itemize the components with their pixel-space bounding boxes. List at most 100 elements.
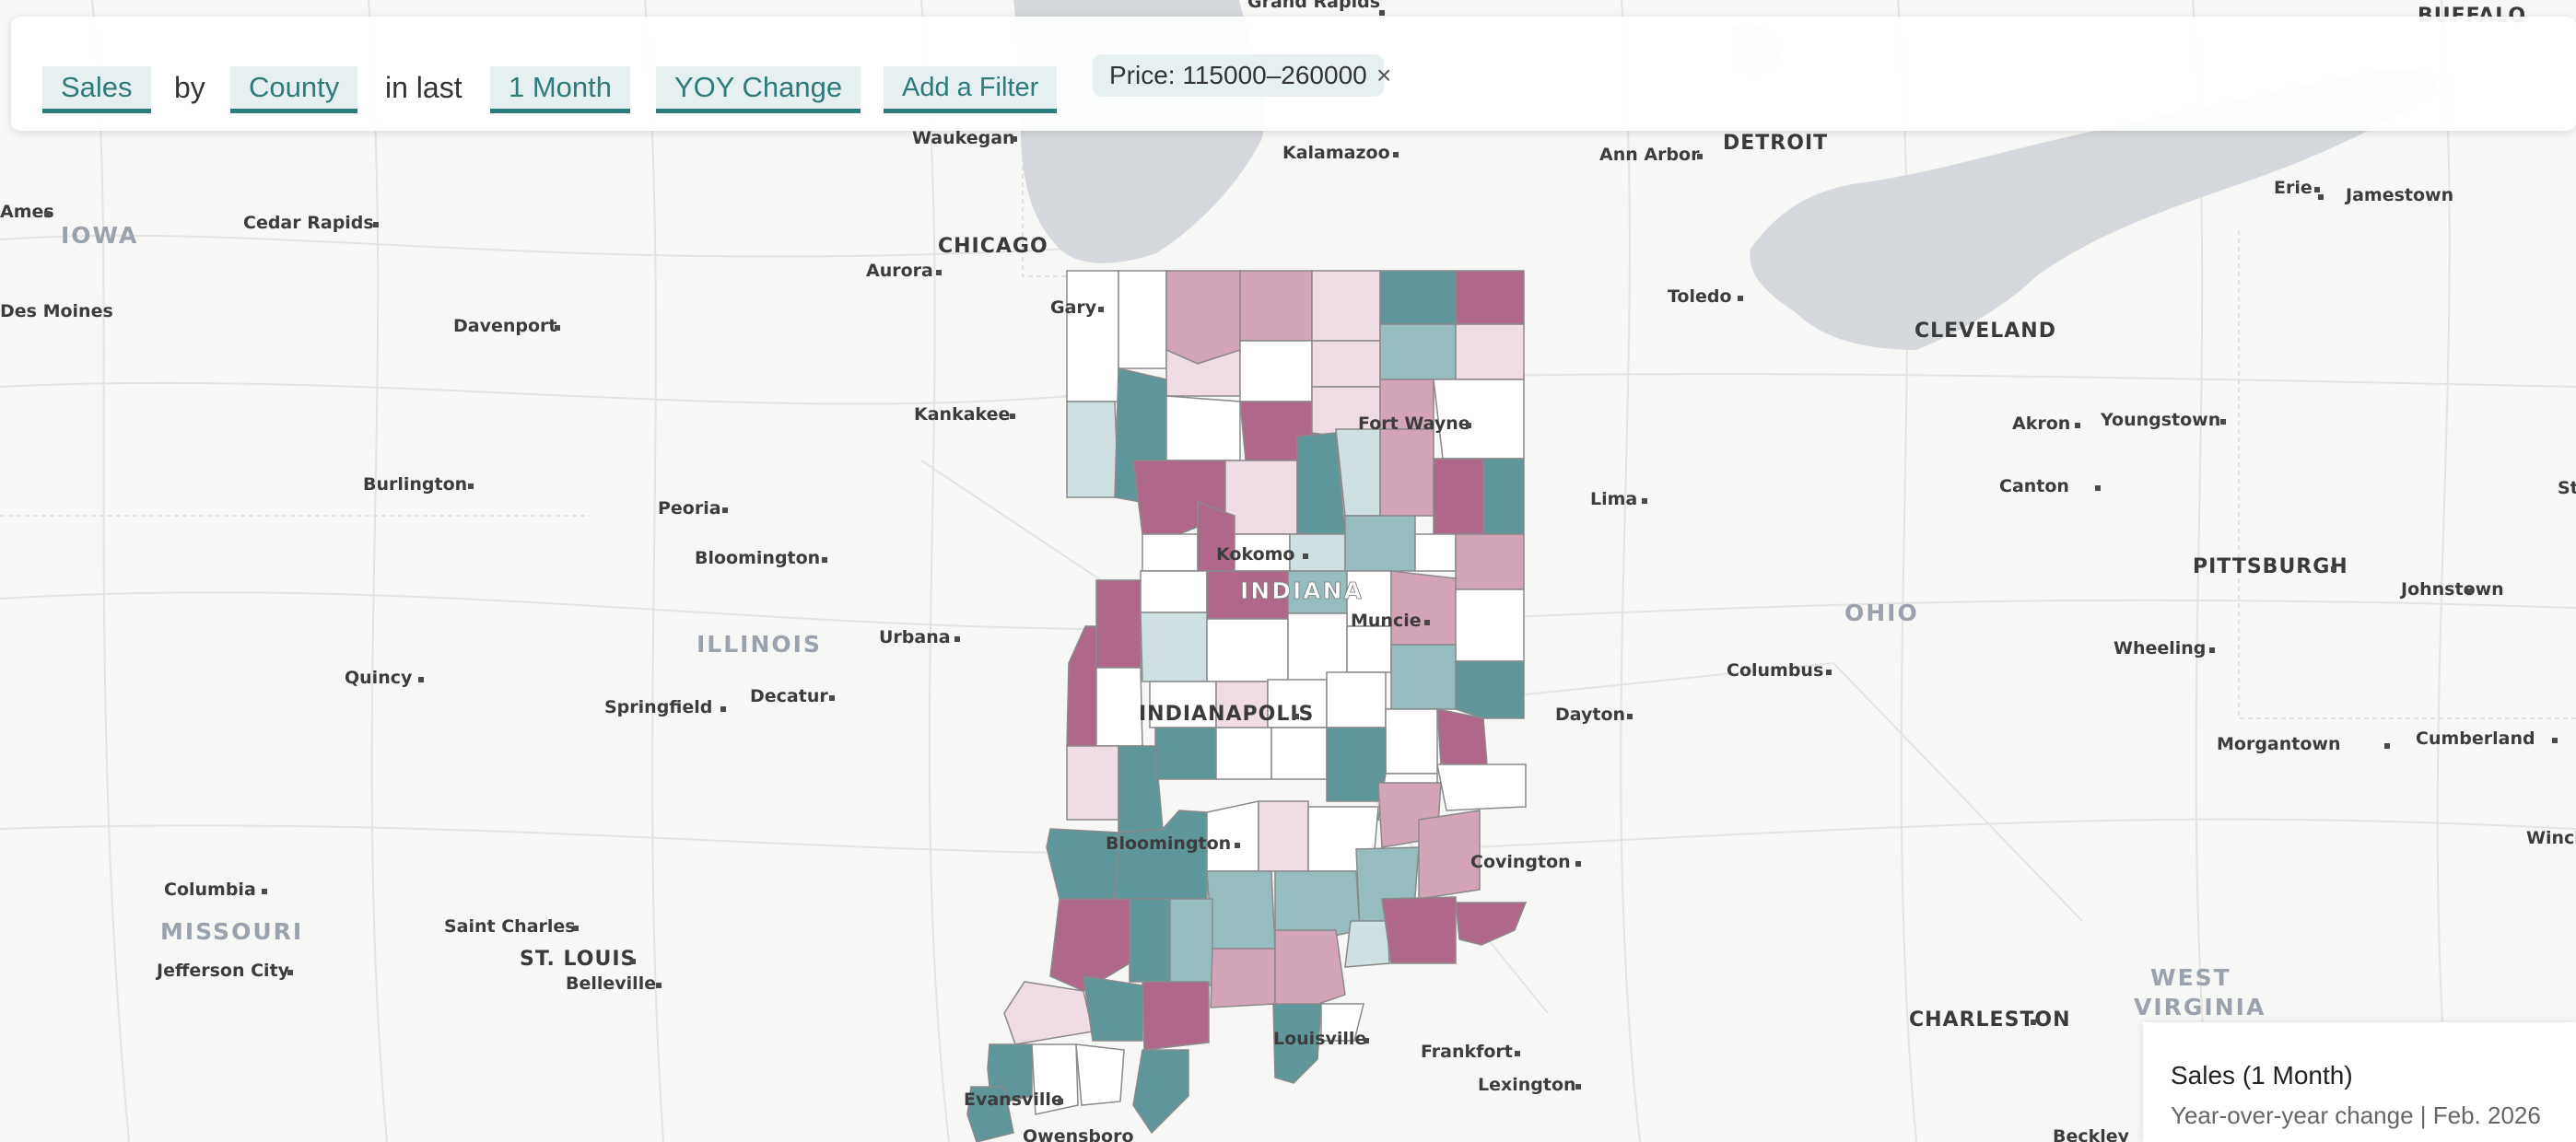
by-label: by [174, 71, 205, 104]
city-dot [1235, 843, 1240, 848]
county-region[interactable] [1418, 810, 1481, 900]
county-region[interactable] [1140, 612, 1208, 682]
city-quincy: Quincy [345, 668, 413, 688]
city-beckley: Beckley [2053, 1126, 2130, 1142]
city-dot [630, 959, 636, 964]
county-region[interactable] [1455, 588, 1525, 662]
county-region[interactable] [1206, 618, 1289, 682]
county-region[interactable] [1455, 660, 1525, 719]
city-dot [720, 706, 726, 712]
county-region[interactable] [1414, 533, 1457, 572]
county-region[interactable] [1436, 708, 1488, 765]
city-cleveland: CLEVELAND [1914, 320, 2056, 343]
county-region[interactable] [1031, 1043, 1079, 1115]
county-region[interactable] [1433, 458, 1484, 535]
county-region[interactable] [1436, 763, 1527, 811]
county-region[interactable] [1344, 515, 1416, 572]
county-region[interactable] [1379, 270, 1457, 325]
county-region[interactable] [1311, 340, 1381, 388]
county-region[interactable] [1346, 625, 1392, 673]
county-region[interactable] [966, 1086, 1014, 1142]
county-region[interactable] [1274, 870, 1361, 940]
geography-selector[interactable]: County [230, 66, 358, 113]
county-region[interactable] [1270, 727, 1328, 780]
indiana-counties[interactable] [966, 270, 1528, 1142]
comparison-selector[interactable]: YOY Change [656, 66, 861, 113]
county-region[interactable] [1066, 401, 1119, 498]
county-region[interactable] [1003, 981, 1094, 1045]
county-region[interactable] [1206, 870, 1276, 950]
county-region[interactable] [1132, 1049, 1189, 1135]
county-region[interactable] [1140, 570, 1208, 613]
city-fort-wayne: Fort Wayne [1358, 414, 1470, 434]
county-region[interactable] [1154, 727, 1217, 780]
county-region[interactable] [1118, 270, 1167, 369]
county-region[interactable] [1165, 270, 1241, 365]
county-region[interactable] [1311, 270, 1381, 342]
city-columbus: Columbus [1727, 660, 1823, 681]
county-region[interactable] [1169, 898, 1213, 986]
legend-title: Sales (1 Month) [2171, 1061, 2353, 1090]
add-filter-button[interactable]: Add a Filter [884, 66, 1058, 113]
city-dot [1424, 620, 1430, 625]
city-dot [954, 636, 960, 642]
county-region[interactable] [1455, 533, 1525, 590]
city-pittsburgh: PITTSBURGH [2193, 555, 2348, 578]
county-region[interactable] [1390, 644, 1457, 710]
city-dot [2314, 187, 2320, 192]
county-region[interactable] [1455, 902, 1528, 946]
county-region[interactable] [1287, 612, 1348, 682]
city-dot [656, 983, 662, 988]
county-region[interactable] [1326, 671, 1387, 728]
remove-filter-button[interactable]: × [1376, 61, 1392, 89]
city-dot [555, 325, 560, 331]
county-region[interactable] [1095, 579, 1142, 669]
city-peoria: Peoria [658, 498, 721, 519]
county-region[interactable] [1455, 323, 1525, 380]
city-dot [2220, 419, 2226, 425]
county-region[interactable] [1066, 270, 1119, 402]
city-lima: Lima [1590, 489, 1637, 509]
metric-selector[interactable]: Sales [42, 66, 151, 113]
county-region[interactable] [1224, 460, 1298, 535]
county-region[interactable] [1344, 920, 1390, 968]
county-region[interactable] [1049, 898, 1130, 992]
county-region[interactable] [1210, 948, 1276, 1008]
county-region[interactable] [1379, 323, 1457, 380]
county-region[interactable] [1455, 270, 1525, 325]
county-region[interactable] [1289, 533, 1346, 572]
county-region[interactable] [1239, 340, 1313, 402]
county-region[interactable] [1258, 800, 1309, 872]
county-region[interactable] [1385, 708, 1438, 775]
county-region[interactable] [1239, 270, 1313, 342]
county-region[interactable] [1083, 975, 1143, 1042]
county-region[interactable] [1320, 1003, 1364, 1042]
period-selector[interactable]: 1 Month [490, 66, 631, 113]
county-region[interactable] [1215, 727, 1272, 780]
county-region[interactable] [1390, 570, 1457, 646]
county-region[interactable] [1326, 727, 1387, 802]
city-markers [44, 10, 2558, 1104]
county-region[interactable] [1482, 458, 1525, 535]
county-region[interactable] [1066, 745, 1119, 821]
city-dot [1379, 10, 1385, 16]
city-grand-rapids: Grand Rapids [1247, 0, 1380, 12]
county-region[interactable] [1379, 428, 1434, 517]
county-region[interactable] [1142, 533, 1199, 572]
city-dot [418, 677, 424, 682]
state-label-virginia: VIRGINIA [2134, 994, 2266, 1020]
county-region[interactable] [1165, 395, 1241, 461]
county-region[interactable] [1142, 981, 1210, 1051]
price-filter-chip[interactable]: Price: 115000–260000 [1093, 54, 1384, 97]
county-region[interactable] [1095, 667, 1143, 747]
county-region[interactable] [1129, 898, 1171, 983]
county-region[interactable] [1274, 929, 1346, 1008]
county-region[interactable] [1272, 1003, 1322, 1084]
county-region[interactable] [1075, 1043, 1125, 1106]
city-dot [2384, 743, 2390, 749]
state-label-missouri: MISSOURI [160, 918, 303, 945]
state-label-ohio: OHIO [1844, 600, 1919, 626]
city-jamestown: Jamestown [2344, 185, 2453, 205]
county-region[interactable] [1381, 896, 1457, 964]
